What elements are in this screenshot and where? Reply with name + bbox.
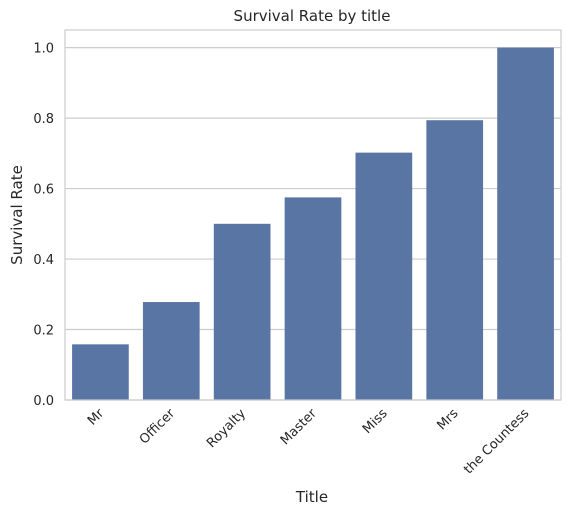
bars-layer: [72, 47, 554, 400]
bar: [284, 197, 342, 400]
x-axis-label: Title: [295, 488, 328, 506]
bar: [213, 223, 271, 400]
y-tick-label: 0.6: [33, 183, 54, 198]
chart-title: Survival Rate by title: [234, 7, 391, 25]
bar: [355, 152, 413, 400]
y-axis-ticks: 0.0 0.2 0.4 0.6 0.8 1.0: [33, 42, 54, 409]
y-tick-label: 0.8: [33, 112, 54, 127]
bar: [497, 47, 554, 400]
y-axis-label: Survival Rate: [8, 165, 26, 265]
plot-area: [64, 29, 562, 401]
plot-frame: [64, 29, 562, 401]
y-tick-label: 0.0: [33, 394, 54, 409]
bar: [72, 344, 129, 400]
y-tick-label: 0.2: [33, 324, 54, 339]
bar: [426, 120, 484, 400]
y-tick-label: 0.4: [33, 253, 54, 268]
bar: [142, 302, 200, 400]
y-tick-label: 1.0: [33, 42, 54, 57]
